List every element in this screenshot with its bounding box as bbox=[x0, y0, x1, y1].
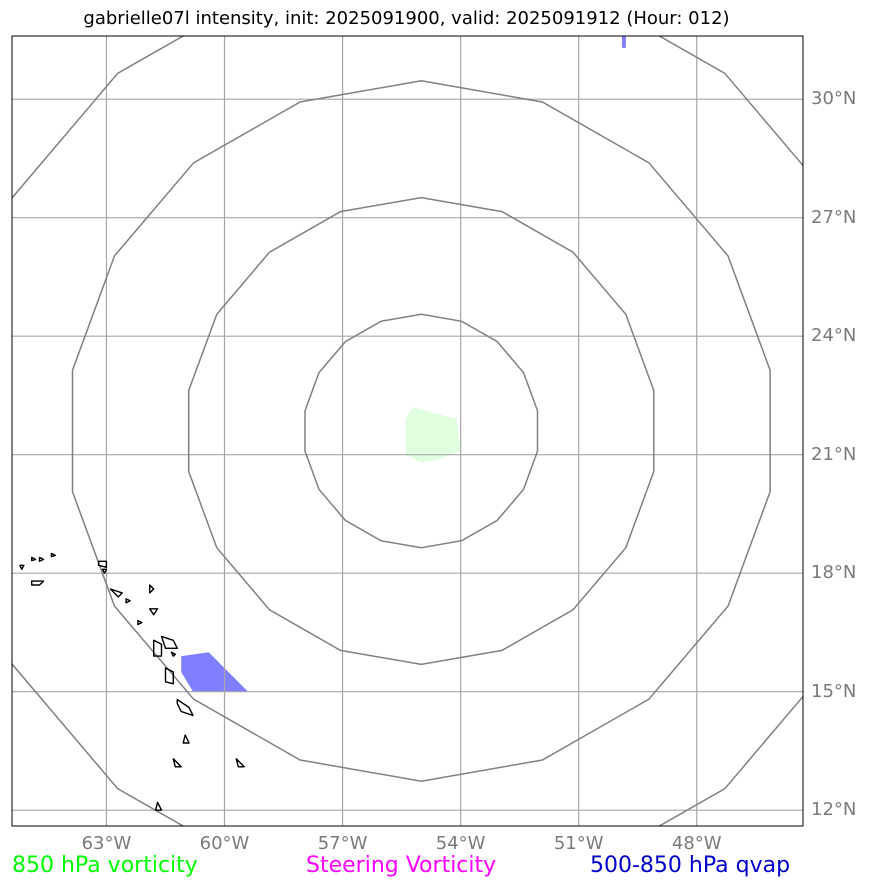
island-coastline bbox=[182, 734, 190, 744]
legend-qvap: 500-850 hPa qvap bbox=[590, 853, 791, 878]
lat-tick-label: 15°N bbox=[811, 680, 857, 702]
island-coastline bbox=[172, 758, 182, 768]
lat-tick-label: 18°N bbox=[811, 562, 857, 584]
lon-tick-label: 63°W bbox=[81, 833, 132, 854]
field-area-2 bbox=[621, 36, 626, 48]
lon-tick-label: 51°W bbox=[553, 833, 604, 854]
island-coastline bbox=[109, 588, 123, 598]
chart-title: gabrielle07l intensity, init: 2025091900… bbox=[83, 8, 730, 29]
field-area-0 bbox=[405, 407, 461, 463]
island-coastline bbox=[31, 556, 37, 562]
island-coastline bbox=[125, 598, 131, 604]
lon-tick-label: 60°W bbox=[199, 833, 250, 854]
island-coastline bbox=[152, 639, 163, 657]
island-coastline bbox=[170, 651, 177, 657]
island-coastline bbox=[235, 758, 245, 768]
legend-vorticity-850: 850 hPa vorticity bbox=[12, 853, 198, 878]
range-ring bbox=[71, 80, 771, 782]
island-coastline bbox=[101, 568, 108, 574]
island-coastline bbox=[148, 584, 155, 594]
island-coastline bbox=[176, 698, 194, 717]
legend-steering-vorticity: Steering Vorticity bbox=[306, 853, 497, 878]
island-coastline bbox=[38, 556, 45, 562]
island-coastline bbox=[160, 635, 179, 649]
lat-tick-label: 27°N bbox=[811, 206, 857, 228]
island-coastline bbox=[19, 564, 25, 570]
island-coastline bbox=[137, 619, 143, 626]
field-area-1 bbox=[181, 652, 249, 692]
range-ring bbox=[187, 196, 655, 666]
island-coastline bbox=[148, 608, 159, 616]
island-coastline bbox=[97, 560, 108, 568]
island-coastline bbox=[154, 801, 163, 811]
map-frame bbox=[11, 35, 804, 827]
range-ring bbox=[304, 313, 539, 549]
island-coastline bbox=[50, 552, 56, 558]
lon-tick-label: 54°W bbox=[435, 833, 486, 854]
lat-tick-label: 21°N bbox=[811, 443, 857, 465]
island-coastline bbox=[31, 580, 45, 586]
lat-tick-label: 30°N bbox=[811, 88, 857, 110]
lon-tick-label: 57°W bbox=[317, 833, 368, 854]
lon-tick-label: 48°W bbox=[671, 833, 722, 854]
lat-tick-label: 24°N bbox=[811, 325, 857, 347]
island-coastline bbox=[164, 667, 175, 685]
lat-tick-label: 12°N bbox=[811, 799, 857, 821]
